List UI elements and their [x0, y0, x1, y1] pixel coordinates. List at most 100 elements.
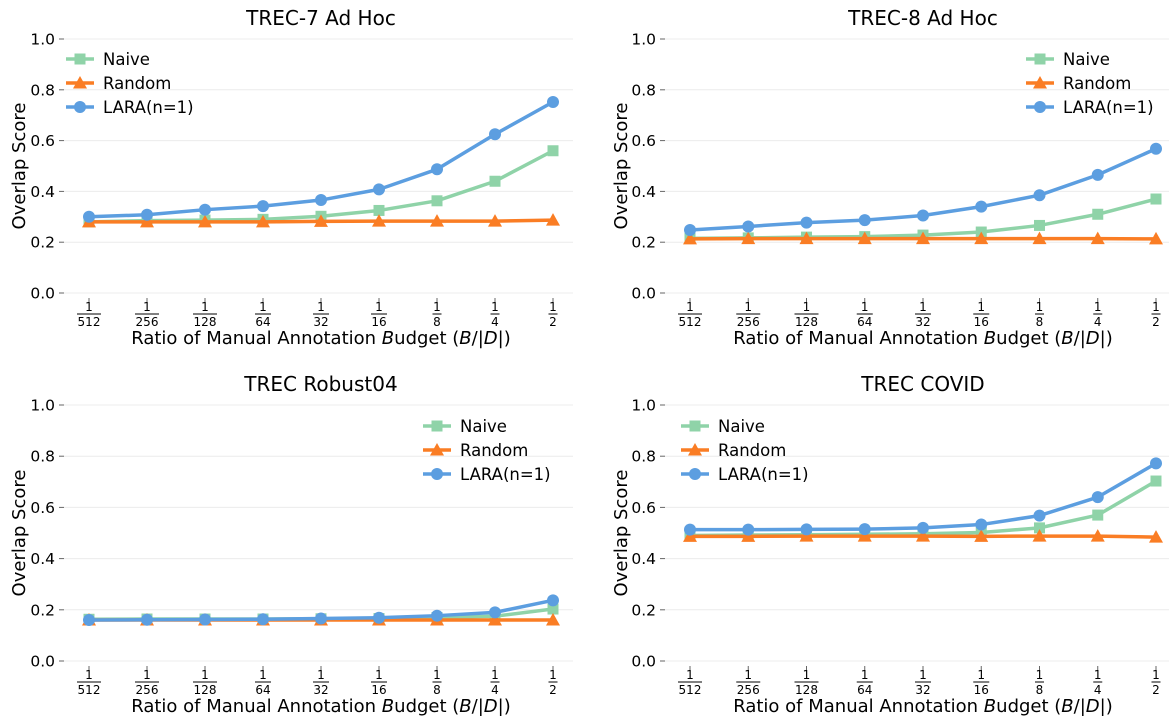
x-tick-numerator: 1 — [549, 668, 557, 682]
y-tick-label: 0.2 — [631, 234, 656, 252]
x-tick-denominator: 512 — [679, 683, 702, 697]
data-point — [684, 224, 696, 237]
data-point — [373, 611, 385, 624]
data-point — [917, 209, 929, 222]
legend: Naive Random LARA(n=1) — [423, 417, 551, 484]
x-tick-numerator: 1 — [1152, 668, 1160, 682]
data-point — [1150, 457, 1162, 470]
data-point — [975, 200, 988, 213]
data-point — [858, 523, 871, 536]
chart-panel-trec-robust04: TREC Robust04 0.0 0.2 0.4 0.6 0.8 1.0 Overlap S… — [9, 372, 573, 716]
data-point — [800, 523, 813, 536]
data-point — [199, 203, 211, 216]
x-tick-label: 18 — [1035, 668, 1044, 697]
data-point — [315, 612, 327, 625]
y-tick-label: 0.0 — [631, 285, 656, 303]
x-tick-numerator: 1 — [375, 300, 383, 314]
data-point — [488, 613, 502, 626]
legend-label: Naive — [718, 417, 765, 436]
x-tick-denominator: 16 — [974, 683, 989, 697]
data-point — [916, 231, 930, 245]
x-tick-denominator: 2 — [549, 315, 557, 329]
data-point — [257, 200, 269, 213]
legend-marker — [74, 53, 86, 65]
x-tick-denominator: 32 — [313, 315, 328, 329]
x-tick-numerator: 1 — [686, 668, 694, 682]
legend: Naive Random LARA(n=1) — [681, 417, 809, 484]
x-tick-label: 18 — [1035, 300, 1044, 329]
data-point — [1090, 231, 1105, 245]
data-point — [489, 175, 501, 187]
x-tick-denominator: 2 — [1152, 315, 1160, 329]
y-axis-label: Overlap Score — [611, 470, 632, 597]
x-tick-label: 18 — [432, 668, 442, 697]
x-tick-label: 14 — [1093, 668, 1103, 697]
x-tick-denominator: 8 — [1036, 683, 1044, 697]
x-tick-denominator: 64 — [255, 683, 270, 697]
x-tick-label: 14 — [1093, 300, 1103, 329]
data-point — [430, 214, 444, 227]
legend-item-naive: Naive — [66, 50, 150, 69]
series-random — [683, 231, 1163, 245]
x-tick-numerator: 1 — [143, 300, 151, 314]
legend-item-random: Random — [423, 441, 528, 460]
x-tick-numerator: 1 — [686, 300, 694, 314]
x-tick-denominator: 8 — [433, 315, 441, 329]
y-tick-label: 0.8 — [631, 448, 656, 466]
x-tick-denominator: 16 — [974, 315, 989, 329]
x-tick-numerator: 1 — [317, 668, 325, 682]
x-tick-numerator: 1 — [744, 300, 752, 314]
legend-label: Random — [1063, 74, 1131, 93]
data-point — [546, 613, 560, 626]
x-tick-denominator: 512 — [78, 683, 101, 697]
legend-label: LARA(n=1) — [460, 465, 551, 484]
data-point — [546, 213, 560, 226]
x-tick-denominator: 4 — [491, 315, 499, 329]
x-tick-label: 132 — [915, 300, 931, 329]
x-tick-numerator: 1 — [143, 668, 151, 682]
legend: Naive Random LARA(n=1) — [66, 50, 194, 117]
x-tick-numerator: 1 — [1094, 300, 1102, 314]
y-tick-label: 1.0 — [30, 397, 55, 415]
x-tick-denominator: 128 — [795, 683, 818, 697]
x-tick-numerator: 1 — [861, 668, 869, 682]
y-tick-label: 0.8 — [30, 448, 55, 466]
y-tick-label: 0.4 — [631, 183, 656, 201]
chart-panel-trec-covid: TREC COVID 0.0 0.2 0.4 0.6 0.8 1.0 Overlap Scor… — [611, 372, 1169, 716]
data-point — [742, 523, 755, 536]
legend-label: Naive — [1063, 50, 1110, 69]
legend-label: Random — [460, 441, 528, 460]
y-tick-label: 0.2 — [30, 601, 55, 619]
legend-label: LARA(n=1) — [103, 98, 194, 117]
data-point — [431, 609, 443, 622]
x-tick-numerator: 1 — [803, 300, 811, 314]
x-tick-denominator: 128 — [194, 683, 217, 697]
x-tick-denominator: 32 — [915, 683, 930, 697]
data-point — [1149, 530, 1163, 543]
legend-label: Naive — [460, 417, 507, 436]
data-point — [257, 613, 269, 626]
data-point — [1092, 208, 1104, 220]
legend-item-naive: Naive — [681, 417, 765, 436]
series-lara-n-1 — [83, 594, 559, 627]
x-tick-label: 164 — [856, 668, 873, 697]
x-tick-label: 14 — [490, 300, 500, 329]
x-axis-label: Ratio of Manual Annotation Budget (B/|D|… — [733, 328, 1113, 349]
data-point — [1033, 189, 1046, 202]
y-tick-label: 1.0 — [30, 31, 55, 49]
x-tick-numerator: 1 — [433, 300, 441, 314]
y-axis-label: Overlap Score — [611, 103, 632, 230]
data-point — [684, 523, 696, 536]
y-tick-label: 0.8 — [631, 81, 656, 99]
data-point — [975, 518, 988, 531]
x-tick-label: 116 — [973, 668, 990, 697]
x-tick-label: 132 — [915, 668, 931, 697]
legend-marker — [1034, 101, 1046, 113]
data-point — [857, 231, 872, 245]
legend-item-random: Random — [66, 74, 171, 93]
x-tick-numerator: 1 — [491, 300, 499, 314]
data-point — [141, 208, 153, 221]
